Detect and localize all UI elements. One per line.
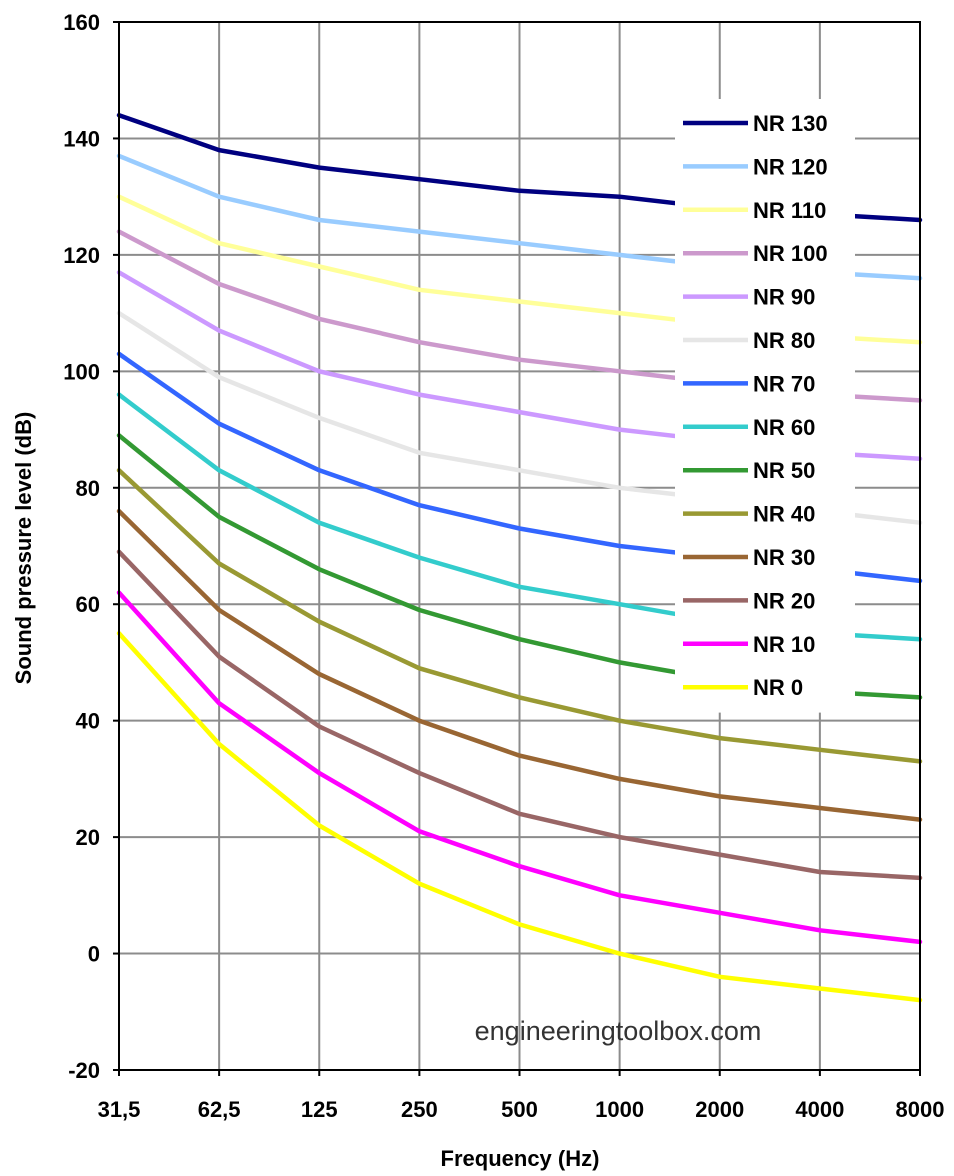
y-tick-label: 80 [76, 476, 100, 501]
x-tick-label: 4000 [795, 1097, 844, 1122]
legend-label: NR 100 [753, 241, 828, 266]
x-tick-label: 8000 [896, 1097, 945, 1122]
y-tick-label: 0 [88, 942, 100, 967]
legend-label: NR 120 [753, 154, 828, 179]
series-line-nr-0 [116, 631, 923, 1003]
x-axis-title: Frequency (Hz) [441, 1146, 600, 1171]
x-tick-label: 1000 [595, 1097, 644, 1122]
x-axis-ticks: 31,5 62,5 125 250 500 1000 2000 4000 8000 [98, 1070, 945, 1122]
legend-label: NR 30 [753, 545, 815, 570]
x-tick-label: 31,5 [98, 1097, 141, 1122]
y-tick-label: 140 [63, 126, 100, 151]
series-line-nr-40 [116, 468, 923, 764]
legend-label: NR 130 [753, 111, 828, 136]
y-tick-label: 160 [63, 10, 100, 35]
legend: NR 130 NR 120 NR 110 NR 100 NR 90 NR 80 NR 70 N… [675, 99, 855, 713]
y-axis-ticks: -20 0 20 40 60 80 100 120 140 160 [63, 10, 119, 1083]
y-tick-label: 20 [76, 825, 100, 850]
legend-background [675, 99, 855, 713]
legend-label: NR 10 [753, 632, 815, 657]
y-axis-title: Sound pressure level (dB) [11, 412, 36, 685]
y-tick-label: -20 [68, 1058, 100, 1083]
series-line-nr-10 [116, 590, 923, 945]
y-tick-label: 100 [63, 359, 100, 384]
y-tick-label: 40 [76, 709, 100, 734]
legend-label: NR 0 [753, 675, 803, 700]
legend-label: NR 80 [753, 328, 815, 353]
legend-label: NR 40 [753, 502, 815, 527]
watermark-text: engineeringtoolbox.com [475, 1016, 762, 1046]
series-line-nr-20 [116, 549, 923, 881]
x-tick-label: 250 [401, 1097, 438, 1122]
legend-label: NR 90 [753, 285, 815, 310]
legend-label: NR 50 [753, 458, 815, 483]
y-tick-label: 60 [76, 592, 100, 617]
x-tick-label: 62,5 [198, 1097, 241, 1122]
y-tick-label: 120 [63, 243, 100, 268]
legend-label: NR 60 [753, 415, 815, 440]
legend-label: NR 20 [753, 588, 815, 613]
x-tick-label: 500 [501, 1097, 538, 1122]
series-line-nr-30 [116, 508, 923, 822]
legend-label: NR 110 [753, 198, 826, 223]
x-tick-label: 2000 [695, 1097, 744, 1122]
x-tick-label: 125 [301, 1097, 338, 1122]
legend-label: NR 70 [753, 371, 815, 396]
